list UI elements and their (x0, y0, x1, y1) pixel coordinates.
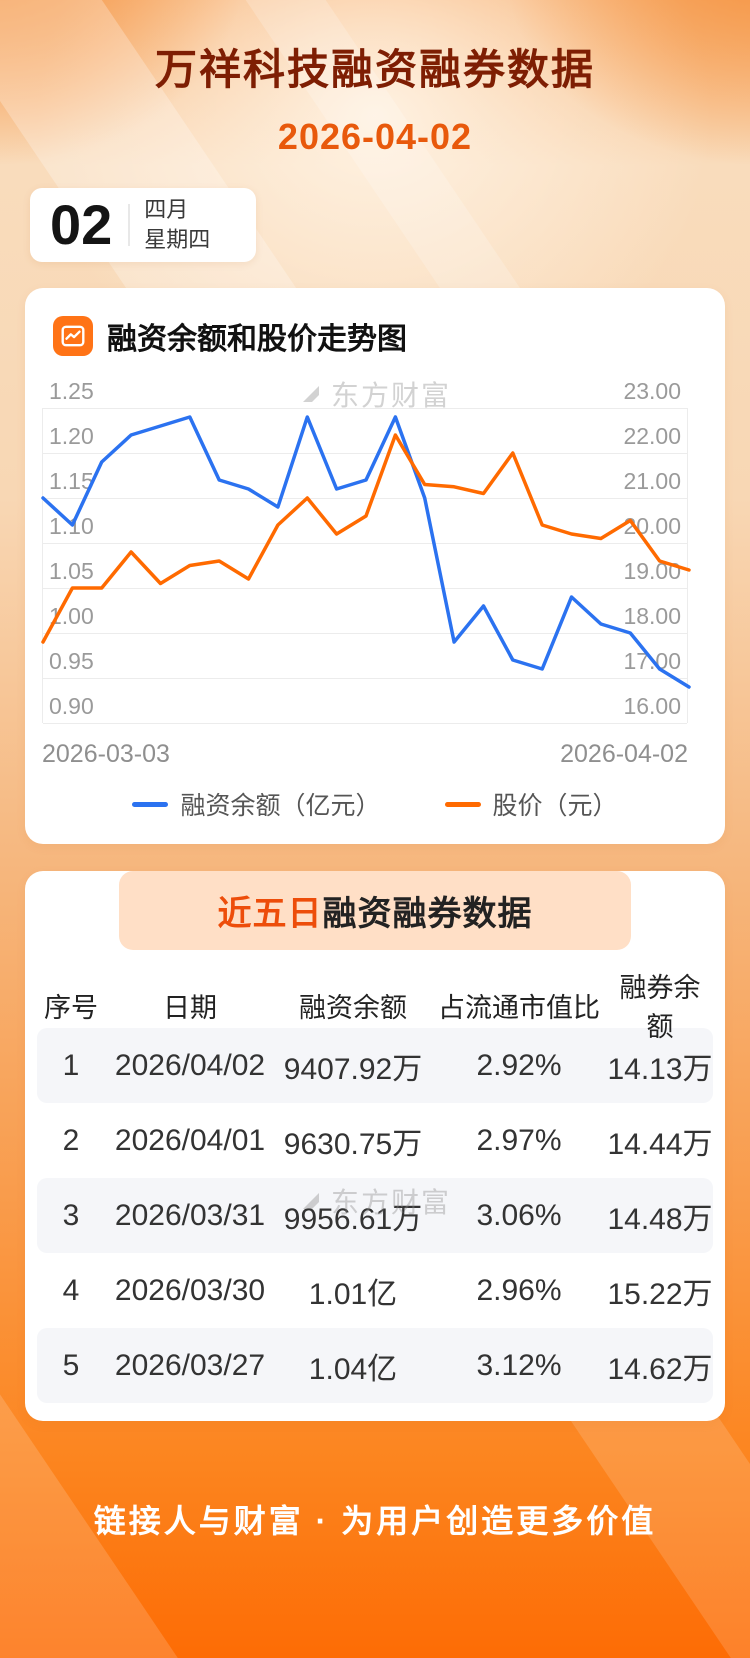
margin-data-table: 序号 日期 融资余额 占流通市值比 融券余额 1 2026/04/02 9407.92万 2.9… (37, 966, 713, 1404)
y-axis-right-tick: 16.00 (623, 693, 681, 720)
y-axis-left-tick: 1.15 (49, 468, 94, 495)
table-cell: 9630.75万 (283, 1127, 423, 1161)
y-axis-right-tick: 21.00 (623, 468, 681, 495)
chart-card: 融资余额和股价走势图 东方财富 1.25 23.00 1.20 22.00 1.15 21… (25, 288, 725, 845)
legend-label: 融资余额（亿元） (180, 792, 381, 821)
date-badge-weekday: 星期四 (144, 227, 211, 253)
y-axis-left-tick: 0.95 (49, 648, 94, 675)
date-badge: 02 四月 星期四 (30, 188, 256, 263)
table-header-row: 序号 日期 融资余额 占流通市值比 融券余额 (37, 966, 713, 1042)
y-axis-left-tick: 1.25 (49, 378, 94, 405)
table-title-highlight: 近五日 (217, 895, 323, 934)
footer-slogan: 链接人与财富 · 为用户创造更多价值 (93, 1503, 657, 1539)
eastmoney-logo-icon (302, 386, 319, 403)
table-row: 4 2026/03/30 1.01亿 2.96% 15.22万 (37, 1253, 713, 1328)
table-title-rest: 融资融券数据 (322, 895, 533, 934)
table-cell: 1 (62, 1048, 80, 1082)
column-header: 日期 (163, 992, 217, 1023)
column-header: 融资余额 (299, 992, 407, 1023)
table-row: 3 2026/03/31 9956.61万 3.06% 14.48万 (37, 1178, 713, 1254)
table-cell: 3 (62, 1198, 80, 1232)
x-axis-end-label: 2026-04-02 (560, 740, 688, 769)
table-cell: 5 (62, 1348, 80, 1382)
margin-balance-line (41, 415, 691, 690)
page-date: 2026-04-02 (277, 116, 473, 158)
y-axis-right-tick: 19.00 (623, 558, 681, 585)
table-cell: 3.12% (476, 1348, 562, 1382)
table-cell: 4 (62, 1273, 80, 1307)
gridline (43, 633, 687, 635)
gridline (43, 453, 687, 455)
table-row: 2 2026/04/01 9630.75万 2.97% 14.44万 (37, 1103, 713, 1178)
gridline (43, 408, 687, 410)
y-axis-right-tick: 22.00 (623, 423, 681, 450)
date-badge-month: 四月 (144, 196, 189, 222)
gridline (43, 588, 687, 590)
date-badge-divider (128, 204, 131, 247)
table-cell: 9407.92万 (283, 1052, 423, 1086)
table-cell: 1.04亿 (308, 1352, 398, 1386)
column-header: 融券余额 (619, 973, 701, 1043)
legend-swatch (132, 801, 169, 807)
table-cell: 2 (62, 1123, 80, 1157)
y-axis-left-tick: 1.20 (49, 423, 94, 450)
table-cell: 2026/03/31 (114, 1198, 266, 1232)
stock-price-line (41, 433, 691, 645)
table-cell: 9956.61万 (283, 1202, 423, 1236)
header: 万祥科技融资融券数据 2026-04-02 (0, 0, 750, 158)
y-axis-right-tick: 18.00 (623, 603, 681, 630)
table-cell: 2.92% (476, 1048, 562, 1082)
column-header: 占流通市值比 (438, 992, 600, 1023)
table-cell: 2.97% (476, 1123, 562, 1157)
plot-lines (41, 415, 691, 690)
plot-area: 1.25 23.00 1.20 22.00 1.15 21.00 1.10 20.00 1.05… (41, 380, 691, 725)
date-badge-day: 02 (50, 193, 113, 257)
table-cell: 2026/03/30 (114, 1273, 266, 1307)
table-cell: 3.06% (476, 1198, 562, 1232)
x-axis-labels: 2026-03-03 2026-04-02 (42, 740, 688, 769)
table-cell: 14.62万 (607, 1352, 713, 1386)
legend-label: 股价（元） (492, 792, 618, 821)
gridline (43, 543, 687, 545)
trend-chart-icon (53, 316, 93, 357)
table-cell: 1.01亿 (308, 1277, 398, 1311)
gridline (43, 498, 687, 500)
x-axis-start-label: 2026-03-03 (42, 740, 170, 769)
table-row: 5 2026/03/27 1.04亿 3.12% 14.62万 (37, 1328, 713, 1404)
column-header: 序号 (44, 992, 98, 1023)
y-axis-left-tick: 1.05 (49, 558, 94, 585)
gridline (43, 678, 687, 680)
chart-card-header: 融资余额和股价走势图 (53, 314, 407, 358)
table-cell: 2026/04/01 (114, 1123, 266, 1157)
y-axis-left-tick: 0.90 (49, 693, 94, 720)
table-cell: 14.13万 (607, 1052, 713, 1086)
legend-swatch (444, 801, 481, 807)
table-card: 近五日融资融券数据 序号 日期 融资余额 占流通市值比 融券余额 1 2026/04/02 9… (25, 871, 725, 1422)
legend: 融资余额（亿元） 股价（元） (25, 786, 725, 822)
chart-title: 融资余额和股价走势图 (107, 323, 407, 357)
legend-item: 股价（元） (444, 786, 618, 822)
legend-item: 融资余额（亿元） (132, 786, 381, 822)
table-cell: 2026/04/02 (114, 1048, 266, 1082)
y-axis-right-tick: 23.00 (623, 378, 681, 405)
table-cell: 14.48万 (607, 1202, 713, 1236)
page-title: 万祥科技融资融券数据 (154, 46, 595, 93)
table-row: 1 2026/04/02 9407.92万 2.92% 14.13万 (37, 1028, 713, 1104)
table-cell: 2026/03/27 (114, 1348, 266, 1382)
gridline (43, 723, 687, 725)
table-cell: 2.96% (476, 1273, 562, 1307)
table-title: 近五日融资融券数据 (119, 871, 631, 951)
table-cell: 14.44万 (607, 1127, 713, 1161)
table-cell: 15.22万 (607, 1277, 713, 1311)
